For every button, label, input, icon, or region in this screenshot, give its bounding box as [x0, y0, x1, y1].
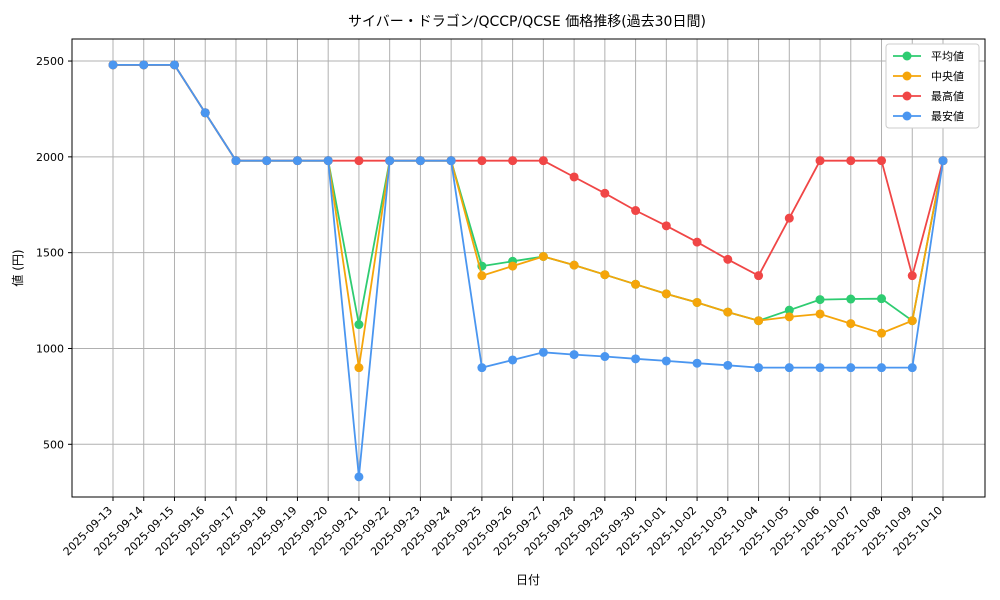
- data-point: [907, 363, 917, 373]
- data-point: [323, 156, 333, 166]
- legend-label: 最安値: [931, 109, 964, 123]
- legend-swatch-marker: [902, 51, 912, 61]
- data-point: [477, 271, 487, 281]
- data-point: [661, 356, 671, 366]
- data-point: [631, 279, 641, 289]
- data-point: [446, 156, 456, 166]
- data-point: [784, 312, 794, 322]
- data-point: [538, 156, 548, 166]
- data-point: [569, 260, 579, 270]
- series-group: [108, 60, 948, 482]
- data-point: [723, 360, 733, 370]
- data-point: [600, 352, 610, 362]
- data-point: [354, 472, 364, 482]
- data-point: [231, 156, 241, 166]
- series-line: [113, 64, 944, 477]
- data-point: [631, 354, 641, 364]
- y-tick-label: 2000: [36, 151, 64, 164]
- data-point: [938, 156, 948, 166]
- legend-swatch-marker: [902, 111, 912, 121]
- data-point: [508, 261, 518, 271]
- data-point: [846, 156, 856, 166]
- y-tick-label: 1500: [36, 247, 64, 260]
- data-point: [385, 156, 395, 166]
- data-point: [600, 188, 610, 198]
- data-point: [569, 350, 579, 360]
- data-point: [692, 297, 702, 307]
- data-point: [846, 363, 856, 373]
- data-point: [139, 60, 149, 70]
- data-point: [538, 252, 548, 262]
- legend-swatch-marker: [902, 71, 912, 81]
- data-point: [877, 363, 887, 373]
- data-point: [569, 172, 579, 182]
- data-point: [907, 316, 917, 326]
- data-point: [169, 60, 179, 70]
- legend-item: 最安値: [893, 109, 964, 123]
- data-point: [815, 156, 825, 166]
- data-point: [108, 60, 118, 70]
- data-point: [723, 307, 733, 317]
- series-4: [108, 60, 948, 482]
- data-point: [538, 347, 548, 357]
- y-axis-ticks: 500 1000 1500 2000 2500: [36, 55, 72, 451]
- data-point: [508, 156, 518, 166]
- data-point: [661, 221, 671, 231]
- data-point: [692, 237, 702, 247]
- data-point: [262, 156, 272, 166]
- data-point: [815, 363, 825, 373]
- legend-label: 最高値: [931, 89, 964, 103]
- data-point: [354, 320, 364, 330]
- legend-box: [885, 43, 980, 129]
- data-point: [907, 271, 917, 281]
- data-point: [754, 316, 764, 326]
- y-tick-label: 500: [43, 438, 64, 451]
- data-point: [846, 294, 856, 304]
- data-point: [415, 156, 425, 166]
- legend-item: 中央値: [893, 70, 964, 83]
- data-point: [631, 206, 641, 216]
- data-point: [784, 363, 794, 373]
- data-point: [508, 355, 518, 365]
- data-point: [354, 363, 364, 373]
- data-point: [200, 108, 210, 118]
- data-point: [877, 328, 887, 338]
- data-point: [754, 363, 764, 373]
- legend-label: 中央値: [931, 70, 964, 83]
- data-point: [877, 294, 887, 304]
- y-tick-label: 2500: [36, 55, 64, 68]
- legend-item: 平均値: [893, 50, 964, 63]
- y-axis-label: 値 (円): [10, 249, 25, 286]
- data-point: [815, 309, 825, 319]
- data-point: [661, 289, 671, 299]
- chart-title: サイバー・ドラゴン/QCCP/QCSE 価格推移(過去30日間): [348, 13, 706, 30]
- data-point: [877, 156, 887, 166]
- data-point: [815, 295, 825, 305]
- legend-swatch-marker: [902, 91, 912, 101]
- y-tick-label: 1000: [36, 342, 64, 355]
- grid-lines: [72, 39, 985, 497]
- data-point: [354, 156, 364, 166]
- data-point: [692, 358, 702, 368]
- legend-item: 最高値: [893, 89, 964, 103]
- data-point: [754, 271, 764, 281]
- legend-label: 平均値: [931, 50, 964, 63]
- plot-frame: [71, 38, 986, 498]
- data-point: [600, 270, 610, 280]
- data-point: [477, 156, 487, 166]
- x-axis-label: 日付: [516, 573, 540, 587]
- data-point: [477, 363, 487, 373]
- data-point: [784, 305, 794, 315]
- data-point: [292, 156, 302, 166]
- data-point: [784, 213, 794, 223]
- data-point: [723, 254, 733, 264]
- data-point: [846, 319, 856, 329]
